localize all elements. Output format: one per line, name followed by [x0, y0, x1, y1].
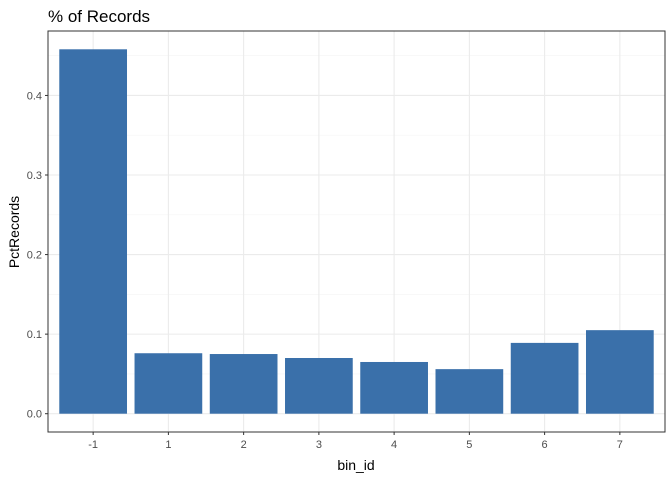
y-tick-label: 0.3	[27, 170, 42, 182]
x-tick-label: 4	[391, 439, 397, 451]
y-tick-label: 0.2	[27, 250, 42, 262]
x-tick-label: -1	[88, 439, 98, 451]
chart-title: % of Records	[48, 7, 150, 26]
bar-4	[360, 361, 428, 414]
bar-6	[510, 342, 579, 414]
bar-7	[585, 330, 654, 414]
minor-gridlines	[48, 55, 665, 375]
bars	[59, 49, 654, 414]
x-axis-ticks: -1 1 2 3 4 5 6 7	[88, 432, 623, 451]
x-tick-label: 3	[316, 439, 322, 451]
x-tick-label: 2	[241, 439, 247, 451]
bar-2	[209, 354, 278, 414]
y-tick-label: 0.0	[27, 409, 42, 421]
y-axis-title: PctRecords	[6, 196, 22, 268]
bar-3	[285, 358, 353, 414]
y-tick-label: 0.1	[27, 329, 42, 341]
bar-1	[134, 353, 203, 414]
x-tick-label: 7	[617, 439, 623, 451]
y-tick-label: 0.4	[27, 90, 42, 102]
panel-border	[47, 30, 666, 433]
bar--1	[59, 49, 128, 414]
x-tick-label: 1	[165, 439, 171, 451]
x-tick-label: 6	[542, 439, 548, 451]
x-tick-label: 5	[466, 439, 472, 451]
x-axis-title: bin_id	[337, 457, 374, 473]
y-axis-ticks: 0.0 0.1 0.2 0.3 0.4	[27, 90, 48, 421]
bar-5	[435, 369, 504, 414]
